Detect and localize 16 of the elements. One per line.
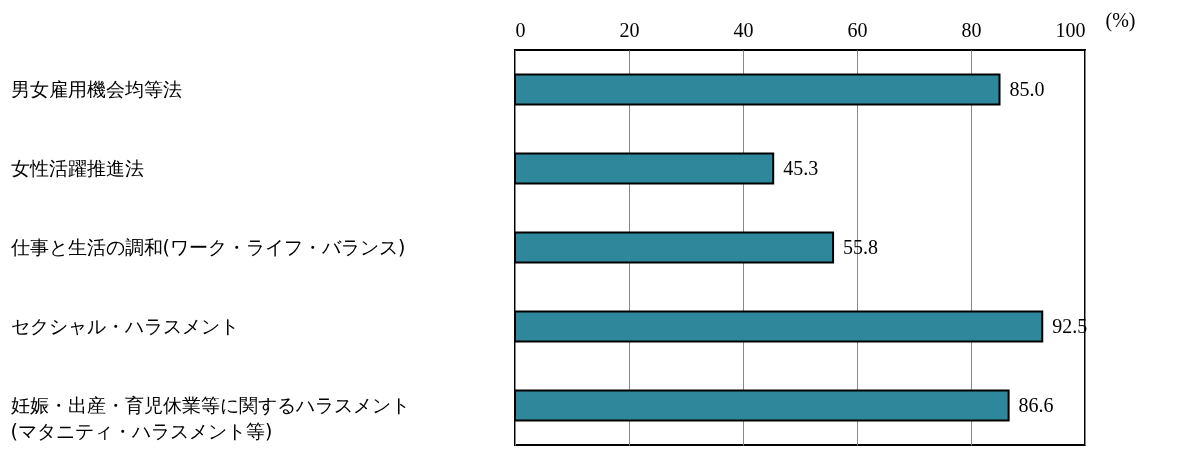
x-tick-label: 60 [847, 18, 868, 41]
y-tick-label: 女性活躍推進法 [10, 156, 144, 179]
x-tick-label: 40 [733, 18, 754, 41]
y-tick-label: 仕事と生活の調和(ワーク・ライフ・バランス) [9, 235, 406, 258]
x-tick-label: 20 [619, 18, 640, 41]
y-tick-label: 妊娠・出産・育児休業等に関するハラスメント(マタニティ・ハラスメント等) [10, 393, 410, 442]
x-tick-label: 80 [961, 18, 982, 41]
x-axis-title: (%) [1105, 8, 1136, 32]
x-tick-label: 100 [1055, 18, 1086, 41]
y-tick-label: セクシャル・ハラスメント [10, 314, 239, 337]
y-tick-label: 男女雇用機会均等法 [10, 77, 182, 100]
data-label: 85.0 [1009, 77, 1045, 100]
data-label: 55.8 [843, 235, 879, 258]
data-label: 45.3 [783, 156, 819, 179]
x-tick-label: 0 [515, 18, 526, 41]
data-label: 86.6 [1018, 393, 1054, 416]
